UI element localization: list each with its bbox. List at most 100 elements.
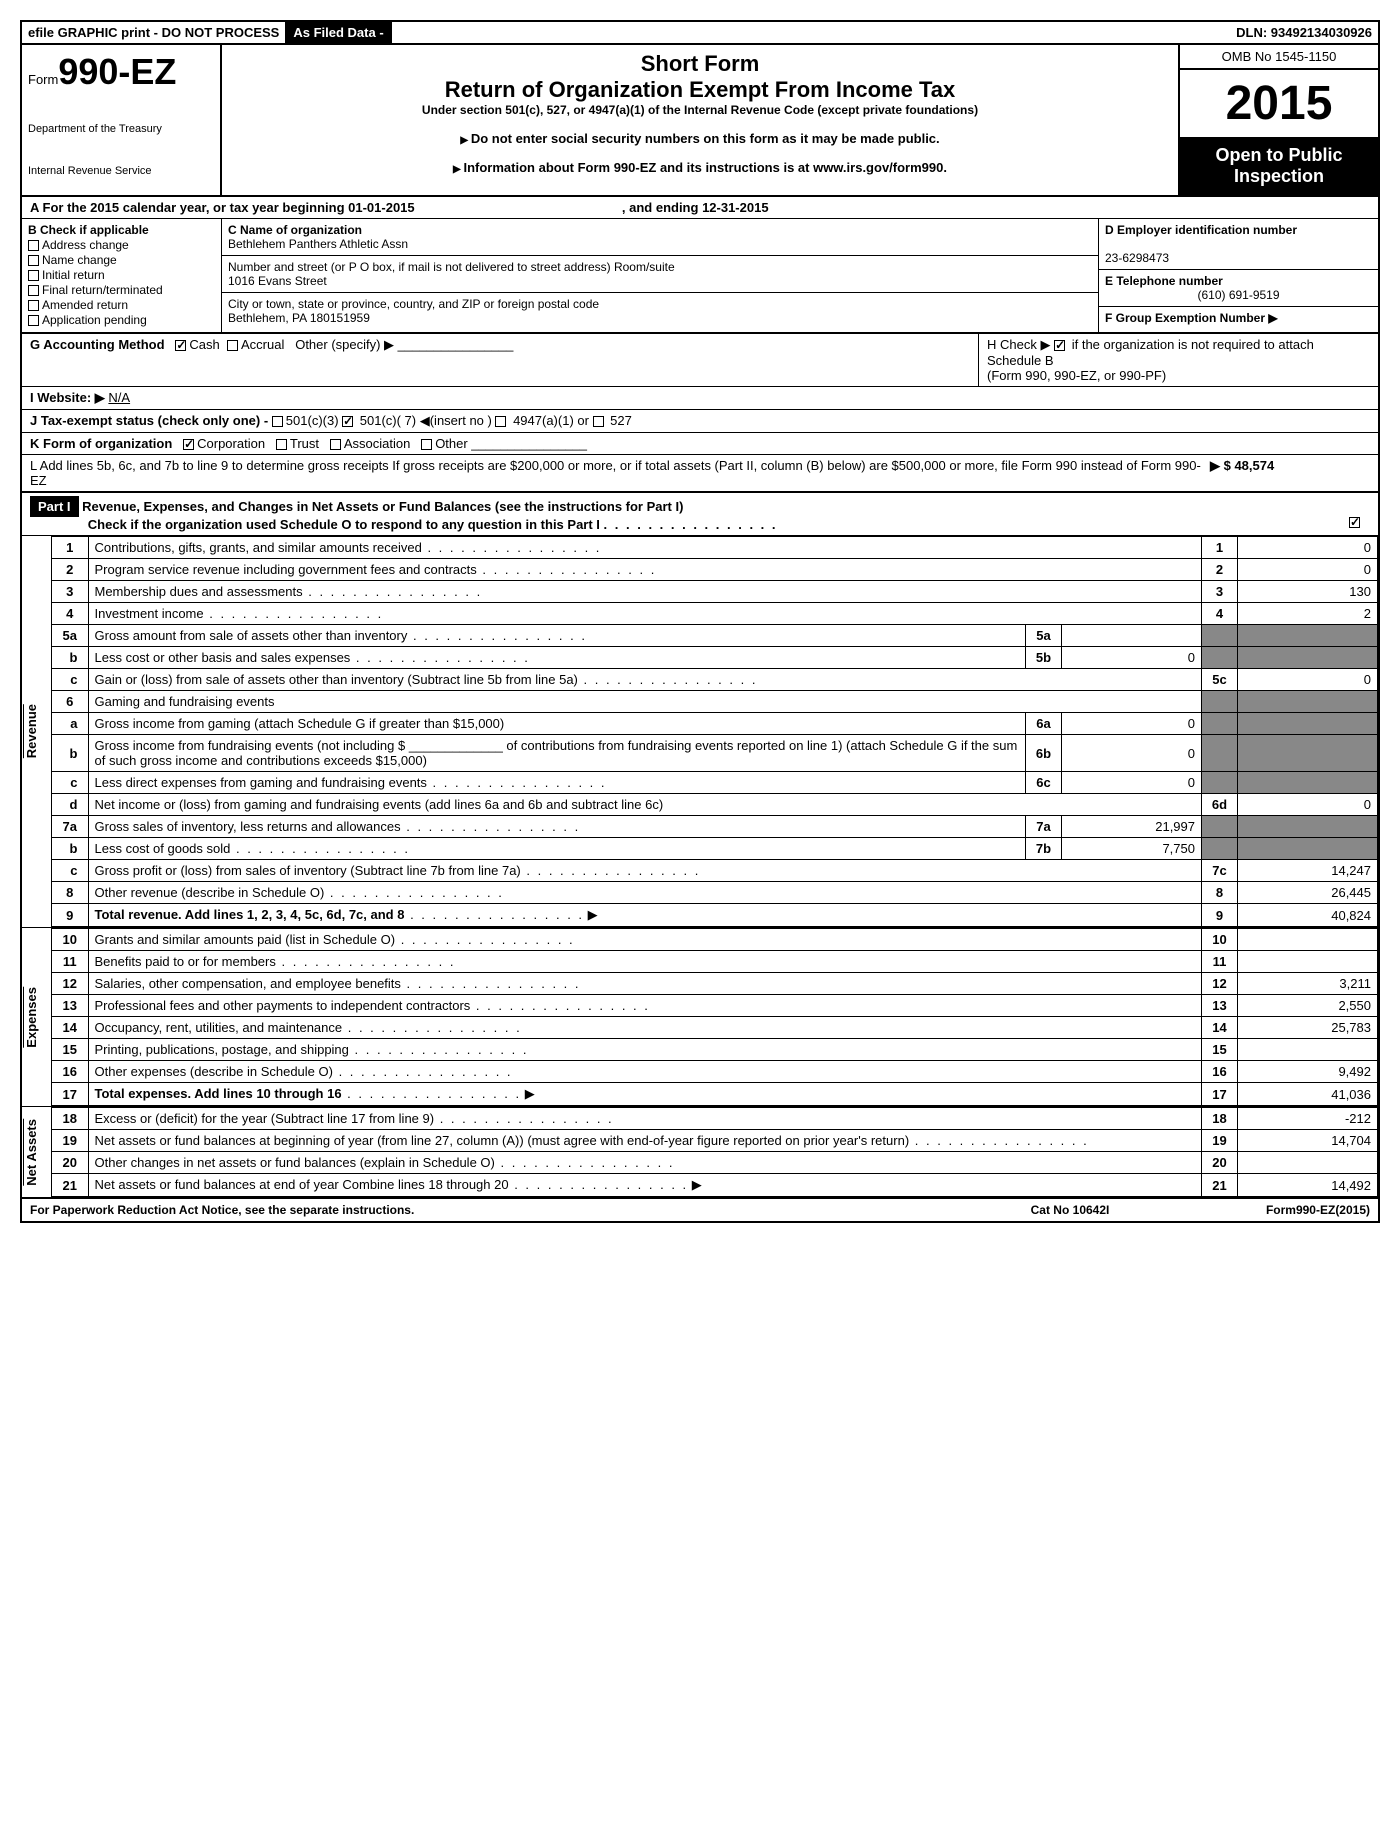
col-c-org-info: C Name of organization Bethlehem Panther… [222, 219, 1098, 332]
line-a-end-date: 12-31-2015 [702, 200, 769, 215]
form-header: Form990-EZ Department of the Treasury In… [22, 45, 1378, 197]
dln-number: DLN: 93492134030926 [1230, 22, 1378, 43]
line-20: 20Other changes in net assets or fund ba… [52, 1152, 1378, 1174]
chk-cash[interactable] [175, 340, 186, 351]
line-l-amount: ▶ $ 48,574 [1210, 458, 1370, 488]
line-k-form-org: K Form of organization Corporation Trust… [22, 433, 1378, 455]
col-b-title: B Check if applicable [28, 223, 149, 237]
chk-final-return[interactable]: Final return/terminated [28, 283, 215, 297]
chk-4947[interactable] [495, 416, 506, 427]
line-5b: bLess cost or other basis and sales expe… [52, 647, 1378, 669]
chk-501c3[interactable] [272, 416, 283, 427]
expenses-section: Expenses 10Grants and similar amounts pa… [22, 928, 1378, 1107]
line-18: 18Excess or (deficit) for the year (Subt… [52, 1108, 1378, 1130]
line-7c: cGross profit or (loss) from sales of in… [52, 860, 1378, 882]
chk-accrual[interactable] [227, 340, 238, 351]
revenue-vlabel: Revenue [22, 536, 52, 927]
dept-irs: Internal Revenue Service [28, 165, 214, 177]
open-to-public: Open to Public Inspection [1180, 137, 1378, 195]
org-name-row: C Name of organization Bethlehem Panther… [222, 219, 1098, 256]
line-k-label: K Form of organization [30, 436, 172, 451]
org-info-block: B Check if applicable Address change Nam… [22, 219, 1378, 334]
netassets-section: Net Assets 18Excess or (deficit) for the… [22, 1107, 1378, 1199]
chk-schedule-o[interactable] [1349, 517, 1360, 528]
chk-association[interactable] [330, 439, 341, 450]
org-name-value: Bethlehem Panthers Athletic Assn [228, 237, 408, 251]
line-15: 15Printing, publications, postage, and s… [52, 1039, 1378, 1061]
ein-row: D Employer identification number 23-6298… [1099, 219, 1378, 270]
line-11: 11Benefits paid to or for members11 [52, 951, 1378, 973]
org-address-row: Number and street (or P O box, if mail i… [222, 256, 1098, 293]
group-exemption-row: F Group Exemption Number ▶ [1099, 307, 1378, 329]
footer-formno: Form990-EZ(2015) [1170, 1203, 1370, 1217]
line-6c: cLess direct expenses from gaming and fu… [52, 772, 1378, 794]
tax-year: 2015 [1180, 70, 1378, 137]
chk-other-org[interactable] [421, 439, 432, 450]
line-5a: 5aGross amount from sale of assets other… [52, 625, 1378, 647]
part-i-suffix: (see the instructions for Part I) [491, 499, 683, 514]
form-subtitle: Under section 501(c), 527, or 4947(a)(1)… [232, 103, 1168, 117]
chk-501c[interactable] [342, 416, 353, 427]
dept-treasury: Department of the Treasury [28, 123, 214, 135]
chk-application-pending[interactable]: Application pending [28, 313, 215, 327]
org-city-label: City or town, state or province, country… [228, 297, 599, 311]
chk-schedule-b[interactable] [1054, 340, 1065, 351]
line-i-website: I Website: ▶ N/A [22, 387, 1378, 410]
as-filed-label: As Filed Data - [287, 22, 391, 43]
org-city-value: Bethlehem, PA 180151959 [228, 311, 370, 325]
netassets-vlabel: Net Assets [22, 1107, 52, 1197]
line-16: 16Other expenses (describe in Schedule O… [52, 1061, 1378, 1083]
form-number: 990-EZ [58, 51, 176, 92]
line-6: 6Gaming and fundraising events [52, 691, 1378, 713]
chk-corporation[interactable] [183, 439, 194, 450]
line-g-label: G Accounting Method [30, 337, 165, 352]
website-value: N/A [108, 390, 130, 405]
line-6b: bGross income from fundraising events (n… [52, 735, 1378, 772]
ssn-warning: Do not enter social security numbers on … [232, 131, 1168, 146]
org-city-row: City or town, state or province, country… [222, 293, 1098, 329]
chk-initial-return[interactable]: Initial return [28, 268, 215, 282]
col-d-ein: D Employer identification number 23-6298… [1098, 219, 1378, 332]
group-exemption-label: F Group Exemption Number ▶ [1105, 311, 1278, 325]
line-a-begin-date: 01-01-2015 [348, 200, 415, 215]
line-h: H Check ▶ if the organization is not req… [978, 334, 1378, 386]
open-line2: Inspection [1234, 166, 1324, 186]
telephone-row: E Telephone number (610) 691-9519 [1099, 270, 1378, 307]
line-a-pre: A For the 2015 calendar year, or tax yea… [30, 200, 348, 215]
line-7a: 7aGross sales of inventory, less returns… [52, 816, 1378, 838]
ein-label: D Employer identification number [1105, 223, 1297, 237]
open-line1: Open to Public [1215, 145, 1342, 165]
header-right: OMB No 1545-1150 2015 Open to Public Ins… [1178, 45, 1378, 195]
expenses-vlabel: Expenses [22, 928, 52, 1106]
line-a-tax-year: A For the 2015 calendar year, or tax yea… [22, 197, 1378, 219]
line-j-tax-exempt: J Tax-exempt status (check only one) - 5… [22, 410, 1378, 433]
chk-trust[interactable] [276, 439, 287, 450]
irs-link[interactable]: www.irs.gov/form990 [813, 160, 943, 175]
form-title: Return of Organization Exempt From Incom… [232, 77, 1168, 103]
form-prefix: Form [28, 72, 58, 87]
col-b-checkboxes: B Check if applicable Address change Nam… [22, 219, 222, 332]
part-i-header: Part I Revenue, Expenses, and Changes in… [22, 493, 1378, 536]
short-form-label: Short Form [232, 51, 1168, 77]
line-j-label: J Tax-exempt status (check only one) - [30, 413, 268, 428]
telephone-label: E Telephone number [1105, 274, 1223, 288]
header-left: Form990-EZ Department of the Treasury In… [22, 45, 222, 195]
line-7b: bLess cost of goods sold7b7,750 [52, 838, 1378, 860]
chk-527[interactable] [593, 416, 604, 427]
footer-catno: Cat No 10642I [970, 1203, 1170, 1217]
org-address-label: Number and street (or P O box, if mail i… [228, 260, 675, 274]
line-6a: aGross income from gaming (attach Schedu… [52, 713, 1378, 735]
line-l-gross-receipts: L Add lines 5b, 6c, and 7b to line 9 to … [22, 455, 1378, 493]
chk-name-change[interactable]: Name change [28, 253, 215, 267]
other-specify: Other (specify) ▶ [295, 337, 394, 352]
line-6d: dNet income or (loss) from gaming and fu… [52, 794, 1378, 816]
org-address-value: 1016 Evans Street [228, 274, 327, 288]
page-footer: For Paperwork Reduction Act Notice, see … [22, 1199, 1378, 1221]
line-a-mid: , and ending [622, 200, 702, 215]
line-9: 9Total revenue. Add lines 1, 2, 3, 4, 5c… [52, 904, 1378, 927]
chk-amended-return[interactable]: Amended return [28, 298, 215, 312]
revenue-table: 1Contributions, gifts, grants, and simil… [52, 536, 1378, 927]
line-19: 19Net assets or fund balances at beginni… [52, 1130, 1378, 1152]
chk-address-change[interactable]: Address change [28, 238, 215, 252]
line-5c: cGain or (loss) from sale of assets othe… [52, 669, 1378, 691]
